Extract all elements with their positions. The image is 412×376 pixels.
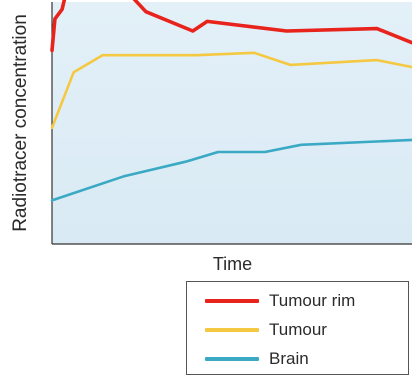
legend: Tumour rim Tumour Brain [186,281,409,375]
legend-label-tumour: Tumour [269,320,327,339]
x-axis-label: Time [212,254,253,274]
legend-item-tumour: Tumour [205,319,405,341]
series-line-tumour-rim [50,0,412,53]
legend-item-brain: Brain [205,348,405,370]
legend-swatch-tumour-rim [205,299,259,303]
plot-background [52,2,412,244]
legend-item-tumour-rim: Tumour rim [205,290,405,312]
legend-label-brain: Brain [269,349,309,368]
legend-swatch-brain [205,357,259,361]
series-line-tumour [50,51,412,130]
legend-label-tumour-rim: Tumour rim [269,291,356,310]
series-line-brain [50,138,412,202]
legend-swatch-tumour [205,328,259,332]
